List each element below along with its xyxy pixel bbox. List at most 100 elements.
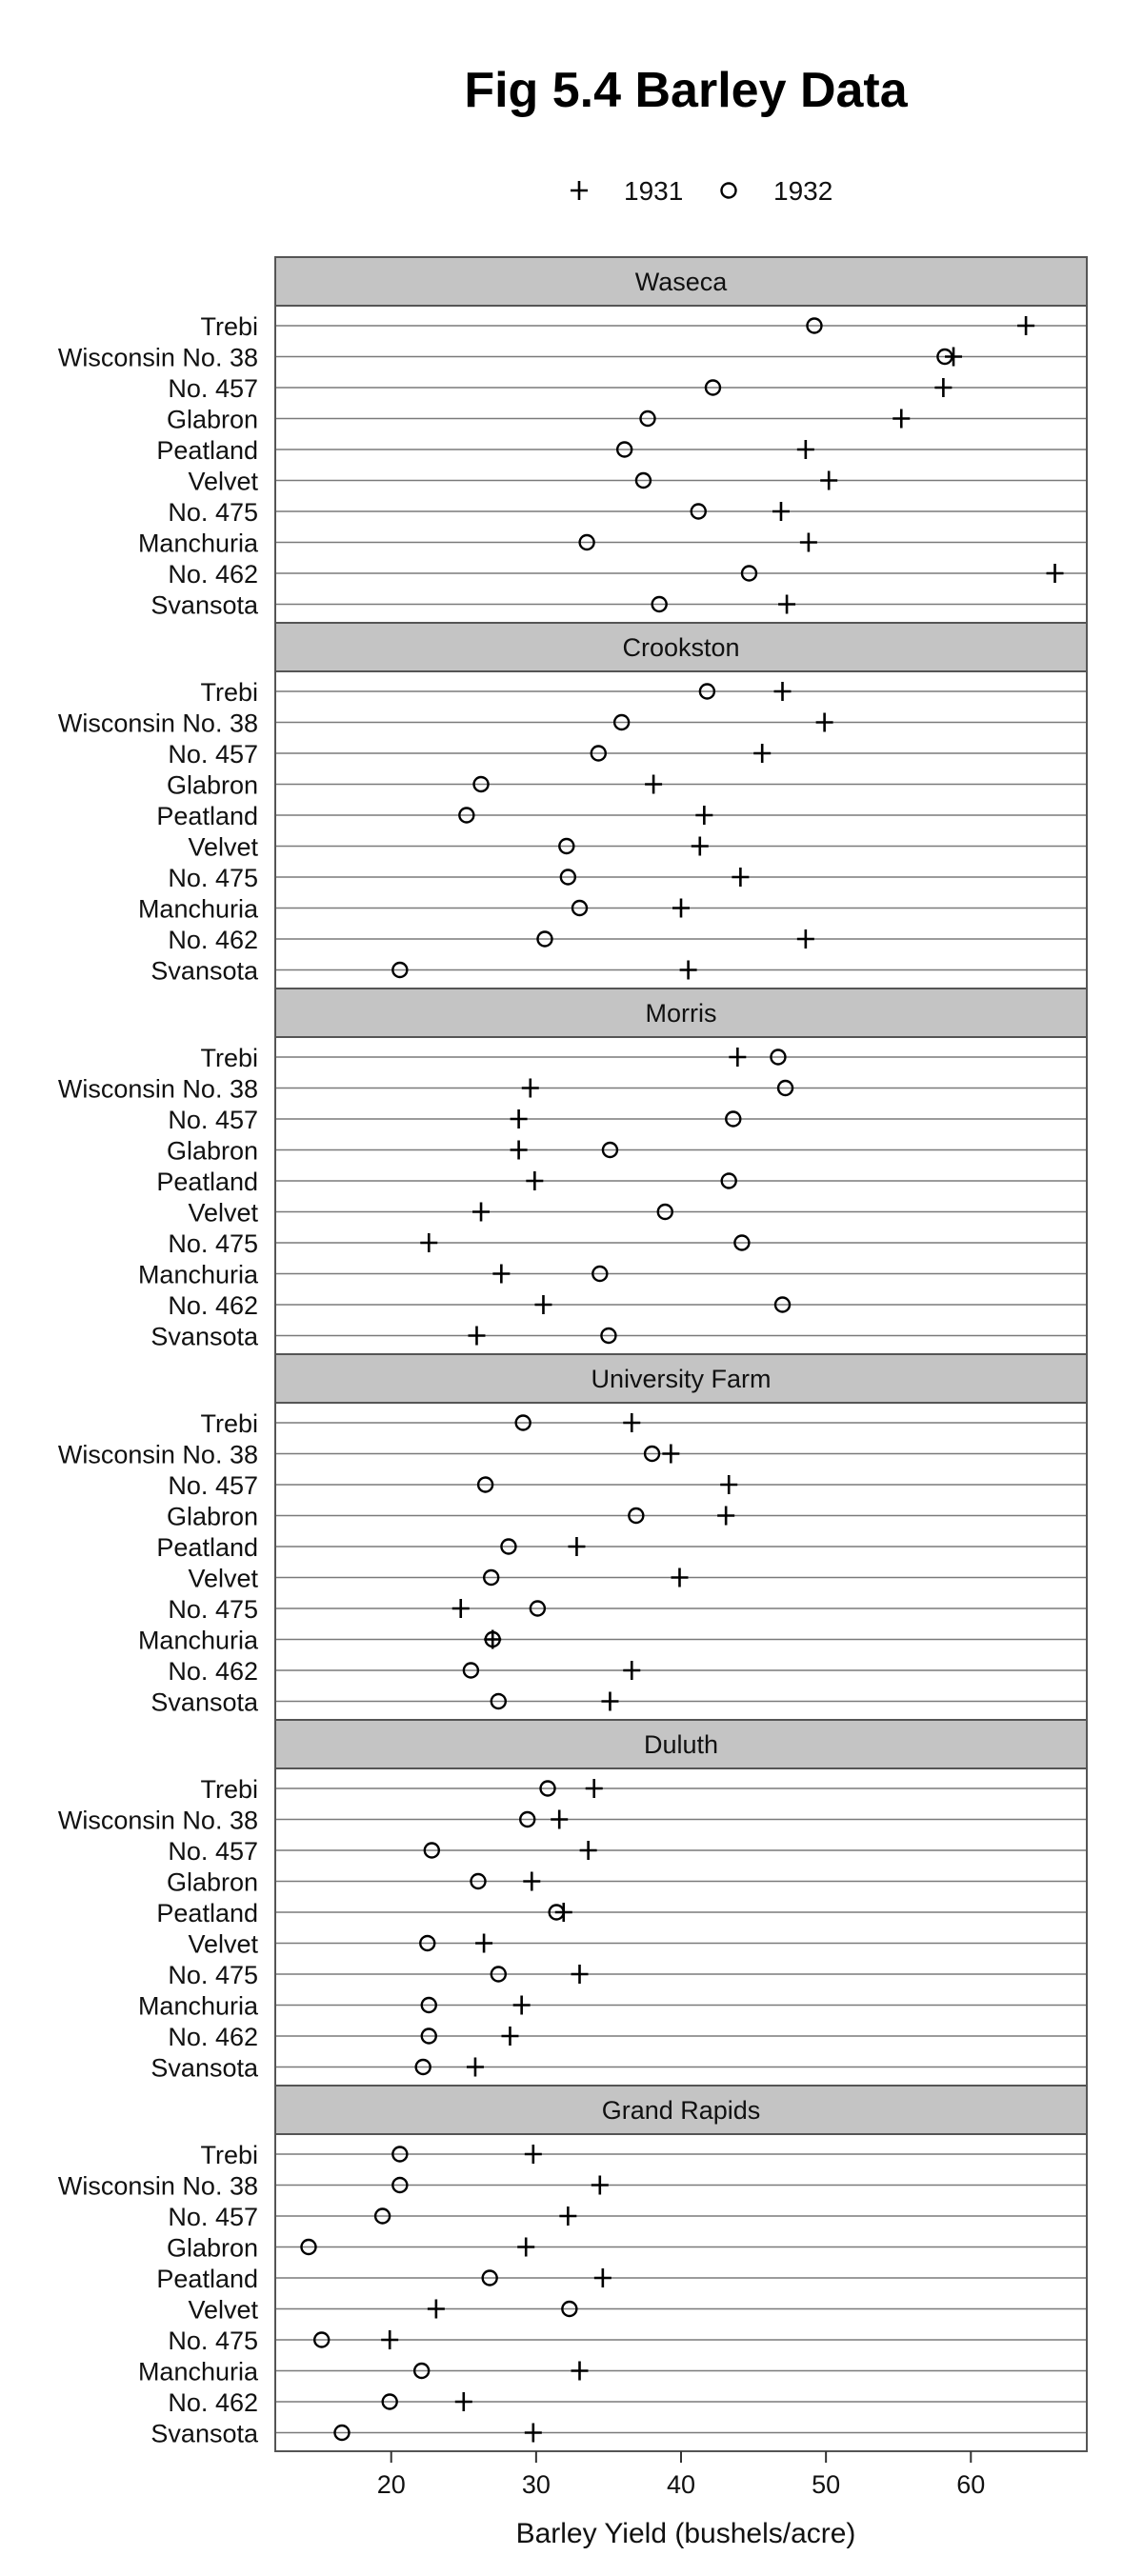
variety-label: No. 462	[168, 560, 258, 589]
point-1932	[476, 1476, 494, 1493]
variety-label: Glabron	[167, 406, 258, 434]
point-1931	[585, 1779, 603, 1798]
variety-label: No. 457	[168, 1471, 258, 1500]
point-1932	[690, 503, 707, 520]
point-1932	[333, 2424, 351, 2442]
x-tick-label: 40	[667, 2470, 695, 2499]
point-1931	[623, 1413, 641, 1432]
point-1931	[559, 2207, 577, 2226]
point-1931	[672, 898, 690, 918]
variety-label: Svansota	[150, 591, 259, 620]
variety-label: Trebi	[200, 1044, 258, 1072]
panel-strip-label: Grand Rapids	[602, 2096, 761, 2125]
point-1932	[770, 1048, 787, 1066]
point-1931	[1017, 316, 1035, 335]
panel-strip-label: Crookston	[622, 633, 739, 662]
point-1932	[558, 837, 575, 855]
point-1931	[510, 1109, 528, 1128]
point-1932	[381, 2393, 398, 2410]
point-1931	[524, 2145, 542, 2164]
point-1931	[720, 1475, 738, 1494]
panel-strip-label: Duluth	[644, 1730, 718, 1759]
point-1932	[578, 533, 595, 551]
point-1931	[526, 1171, 544, 1190]
point-1931	[778, 594, 796, 614]
variety-label: Manchuria	[138, 1261, 259, 1289]
panel-strip	[274, 622, 1088, 672]
x-tick-label: 50	[812, 2470, 840, 2499]
point-1932	[462, 1662, 480, 1679]
variety-label: Manchuria	[138, 529, 259, 558]
point-1932	[458, 807, 475, 824]
point-1931	[554, 1903, 572, 1922]
variety-label: Svansota	[150, 2420, 259, 2448]
variety-label: Trebi	[200, 2141, 258, 2169]
point-1932	[615, 441, 633, 458]
point-1931	[523, 1871, 541, 1891]
variety-label: No. 475	[168, 2326, 258, 2355]
point-1931	[510, 1140, 528, 1160]
point-1931	[729, 1048, 747, 1067]
point-1932	[592, 1265, 609, 1283]
variety-label: Peatland	[156, 1533, 258, 1562]
variety-label: Wisconsin No. 38	[58, 709, 258, 738]
point-1932	[490, 1966, 507, 1983]
panel-strip-label: University Farm	[591, 1365, 771, 1393]
variety-label: No. 475	[168, 1229, 258, 1258]
variety-label: Velvet	[188, 1565, 258, 1593]
point-1932	[539, 1780, 556, 1797]
point-1932	[490, 1692, 507, 1710]
variety-label: Wisconsin No. 38	[58, 1075, 258, 1104]
x-axis: 20 30 40 50 60	[377, 2451, 985, 2499]
panel-frame	[274, 256, 1088, 624]
variety-label: No. 462	[168, 2388, 258, 2417]
point-1932	[561, 2300, 578, 2318]
point-1932	[600, 1327, 617, 1345]
point-1932	[643, 1445, 661, 1463]
panel-frame	[274, 988, 1088, 1355]
point-1932	[733, 1234, 751, 1251]
x-tick-label: 20	[377, 2470, 406, 2499]
variety-label: Velvet	[188, 2296, 258, 2325]
point-1932	[536, 930, 553, 948]
point-1931	[1046, 564, 1064, 583]
variety-label: No. 457	[168, 740, 258, 769]
point-1931	[451, 1599, 470, 1618]
point-1932	[634, 471, 652, 489]
legend: 1931 1932	[571, 176, 832, 206]
variety-label: Manchuria	[138, 1627, 259, 1655]
variety-label: Glabron	[167, 1137, 258, 1166]
variety-label: No. 457	[168, 1106, 258, 1134]
point-1931	[475, 1933, 493, 1953]
point-1932	[639, 409, 656, 428]
point-1932	[472, 775, 490, 793]
point-1931	[892, 409, 911, 429]
point-1931	[484, 1629, 502, 1649]
variety-label: No. 475	[168, 864, 258, 892]
point-1932	[312, 2331, 331, 2348]
variety-label: Peatland	[156, 436, 258, 465]
point-1932	[651, 595, 668, 613]
variety-label: No. 457	[168, 374, 258, 403]
x-tick-label: 30	[522, 2470, 551, 2499]
point-1931	[695, 806, 713, 825]
point-1932	[656, 1203, 673, 1221]
point-1931	[492, 1264, 511, 1284]
legend-plus-marker	[571, 181, 588, 200]
variety-label: Svansota	[150, 957, 259, 986]
variety-label: Trebi	[200, 678, 258, 707]
point-1932	[420, 2027, 437, 2045]
point-1931	[796, 929, 814, 949]
point-1932	[420, 1996, 437, 2014]
variety-label: No. 457	[168, 2203, 258, 2231]
variety-label: No. 475	[168, 1595, 258, 1624]
point-1932	[806, 317, 823, 334]
point-1931	[773, 682, 792, 701]
point-1932	[612, 713, 631, 731]
point-1932	[698, 683, 716, 700]
variety-label: Manchuria	[138, 895, 259, 924]
